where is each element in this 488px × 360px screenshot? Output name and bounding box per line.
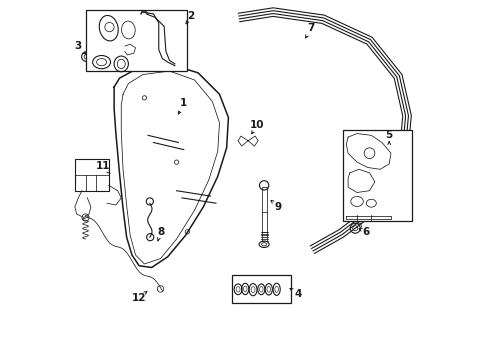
Bar (342, 130, 411, 221)
Bar (261, 187, 266, 232)
Bar (75, 158, 108, 191)
Bar (231, 275, 290, 303)
Text: 4: 4 (294, 289, 301, 298)
Bar (85, 10, 187, 71)
Text: 7: 7 (306, 23, 314, 33)
Text: 12: 12 (132, 293, 146, 303)
Text: 5: 5 (385, 130, 392, 140)
Text: 1: 1 (180, 98, 187, 108)
Text: 11: 11 (96, 161, 110, 171)
Text: 9: 9 (274, 202, 282, 212)
Text: 6: 6 (362, 227, 369, 237)
Text: 8: 8 (157, 227, 164, 237)
Text: 2: 2 (187, 11, 194, 21)
Text: 3: 3 (75, 41, 82, 51)
Text: 10: 10 (249, 120, 264, 130)
